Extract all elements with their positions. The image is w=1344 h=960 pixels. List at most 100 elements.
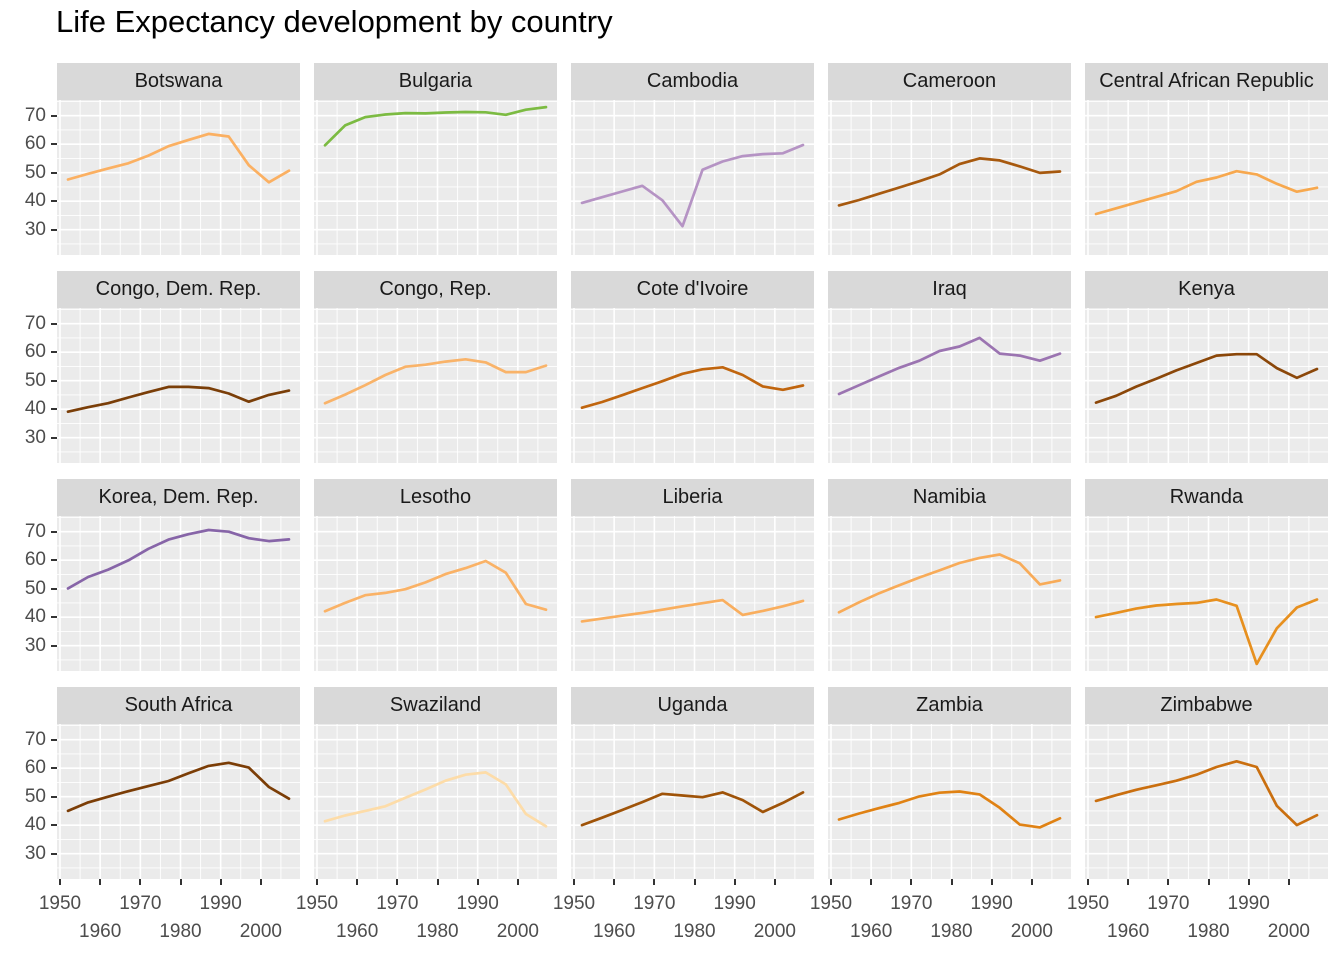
x-tick <box>1087 879 1089 885</box>
x-tick-label: 2000 <box>239 921 282 942</box>
y-tick-label: 40 <box>24 190 46 212</box>
data-line-bulgaria <box>323 105 548 147</box>
gridlines-major <box>314 100 557 255</box>
x-tick <box>1167 879 1170 885</box>
facet-strip: Bulgaria <box>314 63 557 100</box>
x-tick-label: 1950 <box>295 893 339 914</box>
data-line-cote-d-ivoire <box>580 365 805 410</box>
x-tick-label: 1960 <box>336 921 379 942</box>
facet-strip-label: Zambia <box>916 694 983 716</box>
gridlines-minor <box>828 308 1071 463</box>
facet-strip-label: South Africa <box>124 694 233 716</box>
facet-namibia: Namibia <box>828 479 1071 671</box>
x-tick <box>733 879 736 885</box>
panel-swaziland <box>314 724 557 879</box>
gridlines-major <box>57 724 300 879</box>
data-line-congo-rep <box>323 357 548 405</box>
gridlines-major <box>1085 516 1328 671</box>
x-tick <box>653 879 656 885</box>
facet-kenya: Kenya <box>1085 271 1328 463</box>
panel-south-africa <box>57 724 300 879</box>
x-tick-label: 1980 <box>1187 921 1230 942</box>
x-tick-label: 1980 <box>930 921 973 942</box>
gridlines-major <box>57 516 300 671</box>
facet-uganda: Uganda <box>571 687 814 879</box>
data-line-korea-dem-rep <box>66 528 291 590</box>
data-line-swaziland <box>323 771 548 828</box>
y-tick <box>51 114 57 117</box>
gridlines-minor <box>828 724 1071 879</box>
gridlines-minor <box>57 516 300 671</box>
x-tick <box>573 879 575 885</box>
x-tick-label: 1990 <box>456 893 499 914</box>
gridlines-major <box>1085 100 1328 255</box>
x-tick <box>59 879 61 885</box>
facet-strip-label: Cameroon <box>902 70 997 92</box>
data-line-central-african-republic <box>1094 169 1319 216</box>
x-tick-label: 1970 <box>633 893 676 914</box>
data-line-lesotho <box>323 559 548 613</box>
facet-strip: Swaziland <box>314 687 557 724</box>
facet-zimbabwe: Zimbabwe <box>1085 687 1328 879</box>
x-tick <box>219 879 222 885</box>
x-tick-label: 1960 <box>1107 921 1150 942</box>
gridlines-major <box>828 516 1071 671</box>
facet-strip: Namibia <box>828 479 1071 516</box>
y-tick-label: 60 <box>24 133 46 155</box>
y-tick-label: 50 <box>24 785 46 807</box>
x-tick <box>396 879 399 885</box>
x-tick <box>436 879 439 885</box>
x-tick-label: 1970 <box>376 893 419 914</box>
y-tick <box>51 436 57 439</box>
y-tick <box>51 767 57 770</box>
x-tick <box>773 879 776 885</box>
x-tick-label: 1950 <box>552 893 596 914</box>
gridlines-major <box>57 308 300 463</box>
facet-congo-rep: Congo, Rep. <box>314 271 557 463</box>
y-tick <box>51 824 57 827</box>
y-tick-label: 70 <box>24 520 46 542</box>
x-tick <box>516 879 519 885</box>
x-tick-label: 1950 <box>1066 893 1110 914</box>
facet-strip-label: Swaziland <box>389 694 482 716</box>
panel-congo-rep <box>314 308 557 463</box>
x-tick <box>476 879 479 885</box>
facet-strip: Zambia <box>828 687 1071 724</box>
facet-strip: Cameroon <box>828 63 1071 100</box>
facet-strip-label: Kenya <box>1178 278 1235 300</box>
data-line-liberia <box>580 598 805 623</box>
y-tick <box>51 644 57 647</box>
x-tick <box>1030 879 1033 885</box>
x-tick-label: 2000 <box>1010 921 1053 942</box>
panel-lesotho <box>314 516 557 671</box>
gridlines-major <box>314 308 557 463</box>
facet-rwanda: Rwanda <box>1085 479 1328 671</box>
y-tick-label: 70 <box>24 728 46 750</box>
x-tick-label: 2000 <box>496 921 539 942</box>
y-tick-label: 70 <box>24 104 46 126</box>
y-tick-label: 60 <box>24 757 46 779</box>
x-tick <box>990 879 993 885</box>
y-tick-label: 50 <box>24 369 46 391</box>
data-line-botswana <box>66 132 291 184</box>
data-line-iraq <box>837 336 1062 396</box>
facet-swaziland: Swaziland <box>314 687 557 879</box>
facet-cote-d-ivoire: Cote d'Ivoire <box>571 271 814 463</box>
x-tick <box>99 879 102 885</box>
panel-cameroon <box>828 100 1071 255</box>
y-tick <box>51 171 57 174</box>
y-tick <box>51 795 57 798</box>
facet-strip: South Africa <box>57 687 300 724</box>
y-tick-label: 70 <box>24 312 46 334</box>
facet-strip-label: Namibia <box>912 486 987 508</box>
panel-cote-d-ivoire <box>571 308 814 463</box>
y-tick <box>51 559 57 562</box>
y-tick-label: 40 <box>24 398 46 420</box>
y-tick-label: 30 <box>24 218 46 240</box>
facet-strip: Cote d'Ivoire <box>571 271 814 308</box>
x-tick-label: 1950 <box>809 893 853 914</box>
x-tick-label: 1970 <box>119 893 162 914</box>
x-tick-label: 1990 <box>199 893 242 914</box>
y-tick-label: 30 <box>24 634 46 656</box>
